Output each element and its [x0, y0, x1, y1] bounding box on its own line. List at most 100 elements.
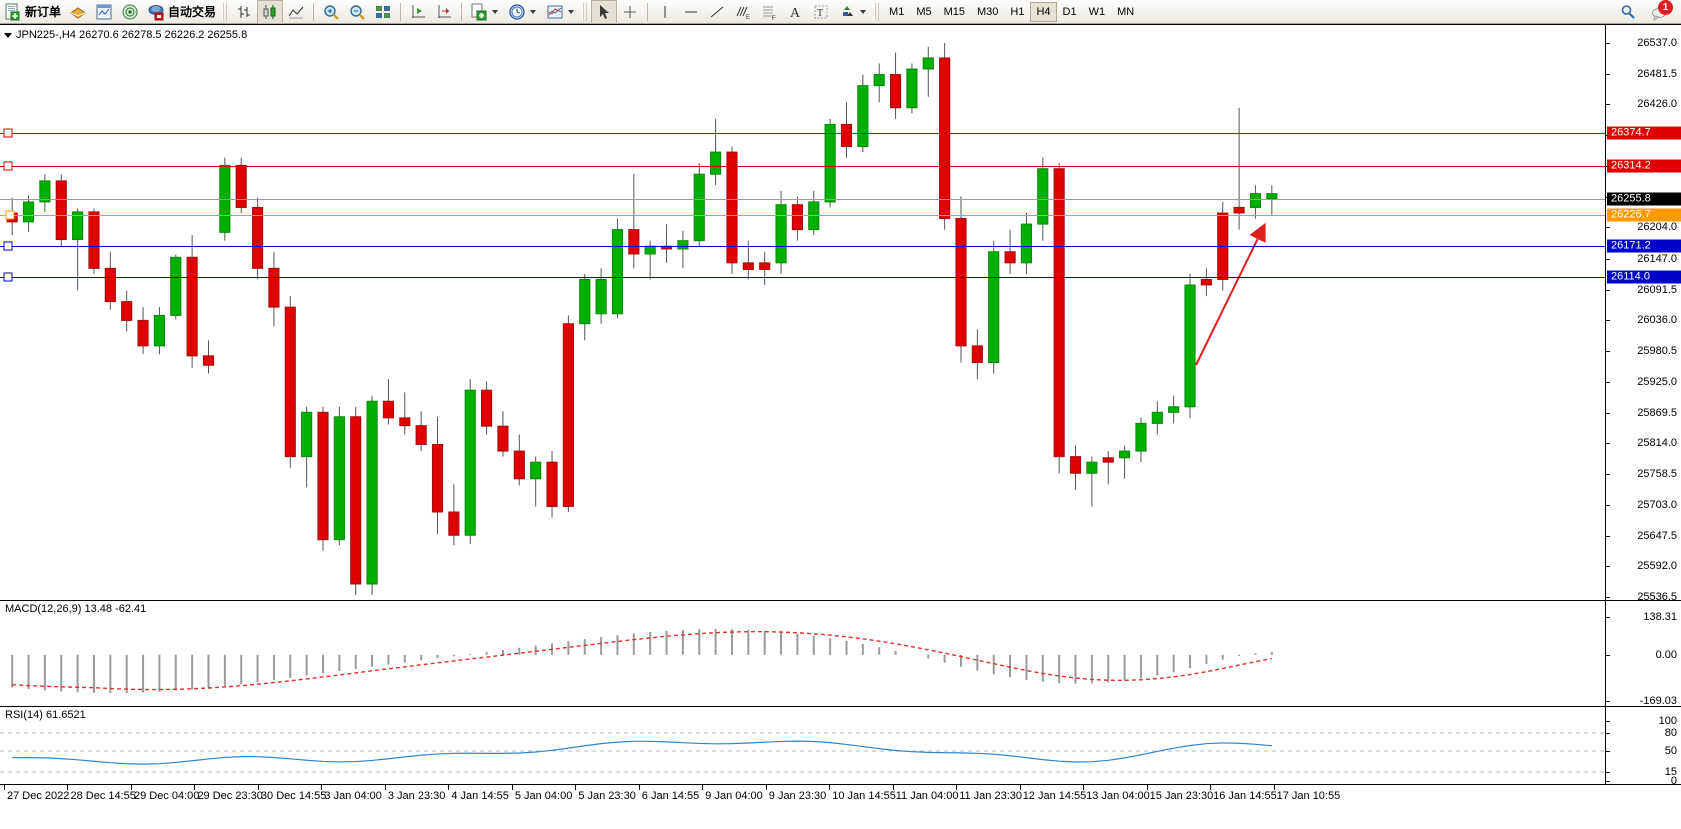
timeframe-w1[interactable]: W1: [1088, 5, 1106, 18]
price-axis[interactable]: 26537.026481.526426.026370.526315.026259…: [1605, 25, 1681, 603]
price-line-anchor[interactable]: [3, 241, 13, 251]
candle-body: [448, 511, 460, 536]
time-tick-label: 5 Jan 23:30: [578, 790, 636, 802]
fibonacci-button[interactable]: F: [756, 0, 782, 24]
elliott-wave-button[interactable]: E: [730, 0, 756, 24]
price-tag-resistance[interactable]: 26314.2: [1607, 159, 1681, 173]
price-tick: [1606, 351, 1610, 353]
toolbar-separator-1: [313, 2, 315, 21]
auto-scroll-button[interactable]: [405, 0, 431, 24]
rsi-label: RSI(14) 61.6521: [5, 709, 86, 721]
timeframe-mn[interactable]: MN: [1117, 5, 1135, 18]
shapes-button[interactable]: [834, 0, 872, 24]
chart-shift-button[interactable]: [370, 0, 396, 24]
text-label-button[interactable]: T: [808, 0, 834, 24]
indicators-dropdown-arrow[interactable]: [492, 9, 499, 14]
timeframe-m15[interactable]: M15: [943, 5, 965, 18]
templates-button[interactable]: [542, 0, 580, 24]
text-button[interactable]: A: [782, 0, 808, 24]
price-line-anchor[interactable]: [5, 210, 15, 220]
signals-button[interactable]: [117, 0, 143, 24]
price-line-support[interactable]: [0, 245, 1606, 247]
macd-pane[interactable]: MACD(12,26,9) 13.48 -62.41 138.31 0.00 -16…: [0, 600, 1681, 707]
annotation-layer[interactable]: [0, 25, 1606, 600]
candle-body: [399, 417, 411, 427]
candle-body: [710, 151, 722, 175]
search-button[interactable]: [1615, 0, 1641, 24]
line-chart-button[interactable]: [283, 0, 309, 24]
expert-advisors-button[interactable]: [65, 0, 91, 24]
data-window-button[interactable]: [91, 0, 117, 24]
rsi-plot[interactable]: [0, 707, 1606, 784]
svg-text:T: T: [817, 8, 823, 19]
timeframe-h1[interactable]: H1: [1010, 5, 1025, 18]
trendline-button[interactable]: [704, 0, 730, 24]
auto-trading-button[interactable]: 自动交易: [143, 0, 220, 24]
price-line-resistance[interactable]: [0, 132, 1606, 134]
toolbar-grip-1[interactable]: [222, 2, 228, 21]
new-order-button[interactable]: 新订单: [0, 0, 65, 24]
timeframe-m5[interactable]: M5: [916, 5, 932, 18]
price-line-anchor[interactable]: [3, 161, 13, 171]
timeframe-m30[interactable]: M30: [977, 5, 999, 18]
zoom-out-button[interactable]: [344, 0, 370, 24]
zoom-in-button[interactable]: [318, 0, 344, 24]
price-line-anchor[interactable]: [3, 272, 13, 282]
candle-body: [497, 425, 509, 452]
price-pane[interactable]: JPN225-,H4 26270.6 26278.5 26226.2 26255…: [0, 24, 1681, 603]
price-line-current[interactable]: [0, 198, 1606, 200]
bar-chart-button[interactable]: [231, 0, 257, 24]
macd-label: MACD(12,26,9) 13.48 -62.41: [5, 603, 147, 615]
price-plot[interactable]: [0, 25, 1606, 600]
price-tick: [1606, 381, 1610, 383]
price-line-support[interactable]: [0, 277, 1606, 279]
price-line-anchor[interactable]: [3, 128, 13, 138]
rsi-axis[interactable]: 100 80 50 15 0: [1605, 707, 1681, 787]
macd-plot[interactable]: [0, 601, 1606, 706]
candlestick-chart-button[interactable]: [257, 0, 284, 24]
toolbar-grip-2[interactable]: [582, 2, 588, 21]
timeframe-d1[interactable]: D1: [1062, 5, 1077, 18]
time-axis[interactable]: 27 Dec 2022 28 Dec 14:55 29 Dec 04:00 29 De…: [0, 784, 1681, 829]
price-tag-pending[interactable]: 26226.7: [1607, 208, 1681, 222]
price-tag-support[interactable]: 26171.2: [1607, 239, 1681, 253]
toolbar-grip-3[interactable]: [874, 2, 880, 21]
price-tag-support[interactable]: 26114.0: [1607, 270, 1681, 284]
vertical-line-icon: [656, 3, 674, 21]
candle-body: [481, 389, 493, 427]
rsi-pane[interactable]: RSI(14) 61.6521 100 80 50 15 0: [0, 706, 1681, 787]
period-dropdown-arrow[interactable]: [530, 9, 537, 14]
crosshair-button[interactable]: [617, 0, 643, 24]
chart-area[interactable]: JPN225-,H4 26270.6 26278.5 26226.2 26255…: [0, 24, 1681, 829]
symbol-ohlc-text: JPN225-,H4 26270.6 26278.5 26226.2 26255…: [16, 29, 248, 41]
templates-dropdown-arrow[interactable]: [568, 9, 575, 14]
auto-trading-icon: [147, 3, 165, 21]
price-line-resistance[interactable]: [0, 166, 1606, 168]
trend-arrow[interactable]: [1195, 222, 1266, 366]
cursor-button[interactable]: [591, 0, 618, 24]
candle-body: [284, 306, 296, 458]
candle-body: [1086, 461, 1098, 474]
timeframe-m1[interactable]: M1: [889, 5, 905, 18]
trendline-icon: [708, 3, 726, 21]
time-tick: [1273, 785, 1275, 790]
chart-shift-end-button[interactable]: [431, 0, 457, 24]
price-tag-current[interactable]: 26255.8: [1607, 192, 1681, 206]
candle-body: [742, 262, 754, 270]
elliott-wave-icon: E: [734, 3, 752, 21]
period-button[interactable]: [504, 0, 542, 24]
macd-axis[interactable]: 138.31 0.00 -169.03: [1605, 601, 1681, 707]
shapes-dropdown-arrow[interactable]: [860, 9, 867, 14]
svg-text:A: A: [790, 6, 801, 21]
rsi-series: [0, 732, 1606, 773]
vertical-line-button[interactable]: [652, 0, 678, 24]
chat-button[interactable]: 1: [1647, 0, 1673, 24]
price-line-pending[interactable]: [0, 214, 1606, 216]
indicators-button[interactable]: [466, 0, 504, 24]
horizontal-line-button[interactable]: [678, 0, 704, 24]
timeframe-h4[interactable]: H4: [1030, 1, 1057, 22]
candle-body: [251, 206, 264, 269]
price-tag-resistance[interactable]: 26374.7: [1607, 126, 1681, 140]
symbol-dropdown-arrow[interactable]: [4, 32, 12, 38]
price-tick: [1606, 104, 1610, 106]
